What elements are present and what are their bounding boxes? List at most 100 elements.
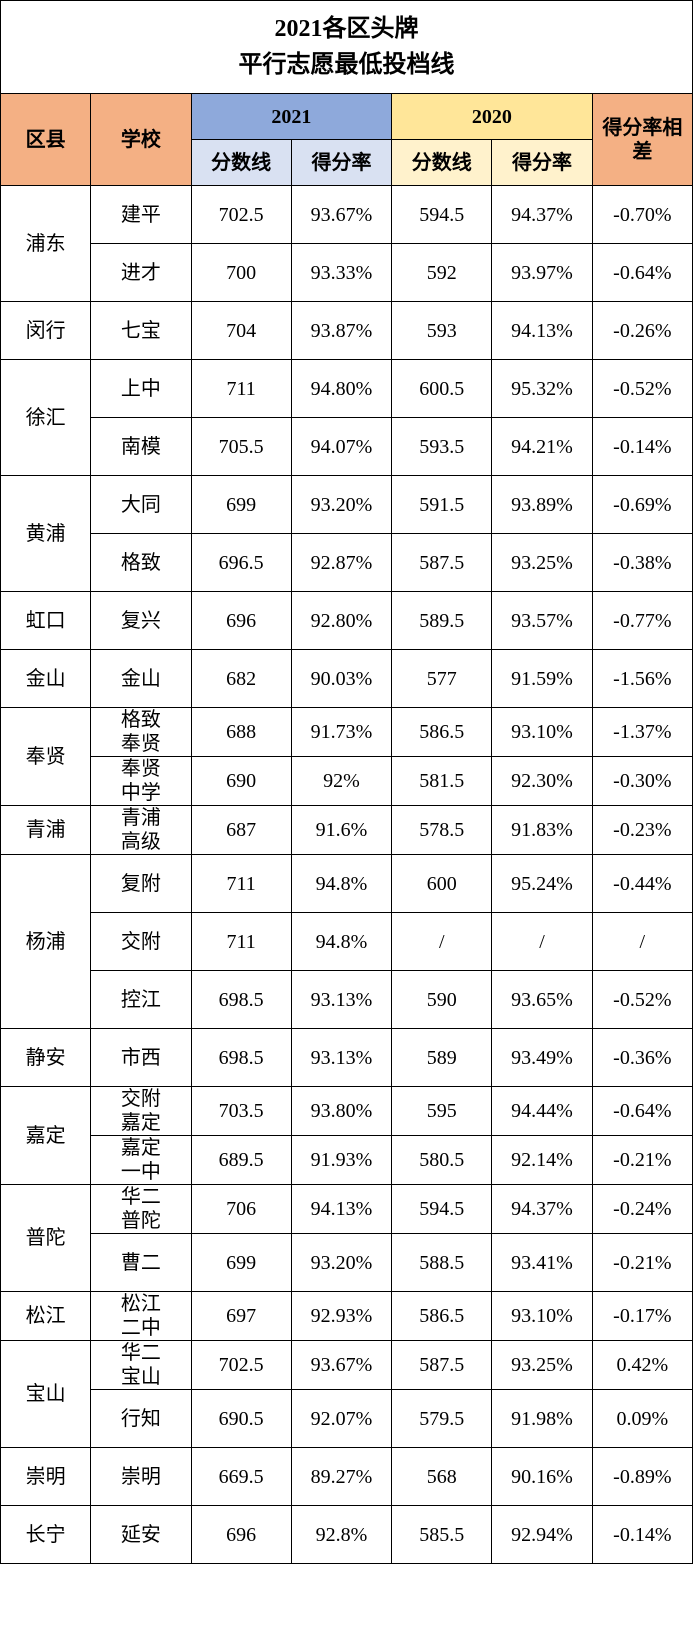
diff-cell: -0.21% [592,1136,692,1185]
school-cell: 上中 [91,360,191,418]
rate-2020-cell: 93.10% [492,1292,592,1341]
rate-2021-cell: 93.20% [291,1234,391,1292]
rate-2021-cell: 91.73% [291,708,391,757]
diff-cell: -0.52% [592,971,692,1029]
school-cell: 南模 [91,418,191,476]
score-2021-cell: 702.5 [191,1341,291,1390]
title-line-2: 平行志愿最低投档线 [239,52,455,78]
score-table: 2021各区头牌 平行志愿最低投档线 区县 学校 2021 2020 得分率相差… [0,0,693,1564]
score-2021-cell: 705.5 [191,418,291,476]
score-2020-cell: 580.5 [392,1136,492,1185]
rate-2020-cell: 95.32% [492,360,592,418]
rate-2021-cell: 89.27% [291,1448,391,1506]
score-2021-cell: 702.5 [191,186,291,244]
diff-cell: -0.14% [592,1506,692,1564]
diff-cell: -0.14% [592,418,692,476]
school-cell: 进才 [91,244,191,302]
score-2021-cell: 711 [191,913,291,971]
table-row: 奉贤格致奉贤68891.73%586.593.10%-1.37% [1,708,693,757]
table-row: 格致696.592.87%587.593.25%-0.38% [1,534,693,592]
diff-cell: -0.36% [592,1029,692,1087]
table-row: 松江松江二中69792.93%586.593.10%-0.17% [1,1292,693,1341]
score-2021-cell: 682 [191,650,291,708]
rate-2020-cell: 95.24% [492,855,592,913]
score-2020-cell: 585.5 [392,1506,492,1564]
score-2020-cell: 587.5 [392,1341,492,1390]
rate-2020-cell: 92.14% [492,1136,592,1185]
score-2020-cell: 600.5 [392,360,492,418]
table-row: 宝山华二宝山702.593.67%587.593.25%0.42% [1,1341,693,1390]
score-2020-cell: 594.5 [392,186,492,244]
rate-2020-cell: 94.37% [492,186,592,244]
school-cell: 崇明 [91,1448,191,1506]
score-2020-cell: 590 [392,971,492,1029]
rate-2020-cell: 93.41% [492,1234,592,1292]
district-cell: 普陀 [1,1185,91,1292]
score-2021-cell: 690 [191,757,291,806]
diff-cell: -0.69% [592,476,692,534]
district-cell: 虹口 [1,592,91,650]
score-2020-cell: 595 [392,1087,492,1136]
score-2020-cell: 587.5 [392,534,492,592]
table-row: 交附71194.8%/// [1,913,693,971]
district-cell: 崇明 [1,1448,91,1506]
rate-2020-cell: 91.98% [492,1390,592,1448]
score-2021-cell: 703.5 [191,1087,291,1136]
table-row: 杨浦复附71194.8%60095.24%-0.44% [1,855,693,913]
district-cell: 杨浦 [1,855,91,1029]
table-row: 金山金山68290.03%57791.59%-1.56% [1,650,693,708]
score-2021-cell: 687 [191,806,291,855]
rate-2021-cell: 92.80% [291,592,391,650]
diff-cell: -1.37% [592,708,692,757]
district-cell: 静安 [1,1029,91,1087]
rate-2020-cell: 93.49% [492,1029,592,1087]
table-title: 2021各区头牌 平行志愿最低投档线 [1,1,693,94]
rate-2021-cell: 94.80% [291,360,391,418]
rate-2021-cell: 94.8% [291,855,391,913]
school-cell: 控江 [91,971,191,1029]
diff-cell: 0.09% [592,1390,692,1448]
score-2020-cell: 589 [392,1029,492,1087]
score-2020-cell: 586.5 [392,1292,492,1341]
rate-2021-cell: 94.07% [291,418,391,476]
title-line-1: 2021各区头牌 [275,16,419,42]
header-diff: 得分率相差 [592,94,692,186]
school-cell: 交附嘉定 [91,1087,191,1136]
rate-2021-cell: 93.67% [291,186,391,244]
table-row: 奉贤中学69092%581.592.30%-0.30% [1,757,693,806]
rate-2021-cell: 92% [291,757,391,806]
diff-cell: -0.17% [592,1292,692,1341]
score-2021-cell: 699 [191,1234,291,1292]
score-2020-cell: 579.5 [392,1390,492,1448]
table-row: 徐汇上中71194.80%600.595.32%-0.52% [1,360,693,418]
district-cell: 黄浦 [1,476,91,592]
diff-cell: -1.56% [592,650,692,708]
rate-2020-cell: 93.25% [492,1341,592,1390]
score-2020-cell: / [392,913,492,971]
table-row: 普陀华二普陀70694.13%594.594.37%-0.24% [1,1185,693,1234]
school-cell: 青浦高级 [91,806,191,855]
table-row: 闵行七宝70493.87%59394.13%-0.26% [1,302,693,360]
school-cell: 松江二中 [91,1292,191,1341]
diff-cell: / [592,913,692,971]
score-2020-cell: 581.5 [392,757,492,806]
school-cell: 行知 [91,1390,191,1448]
diff-cell: -0.52% [592,360,692,418]
rate-2020-cell: / [492,913,592,971]
school-cell: 金山 [91,650,191,708]
score-2021-cell: 669.5 [191,1448,291,1506]
school-cell: 大同 [91,476,191,534]
school-cell: 延安 [91,1506,191,1564]
score-2021-cell: 700 [191,244,291,302]
diff-cell: -0.38% [592,534,692,592]
score-2021-cell: 688 [191,708,291,757]
score-2020-cell: 593.5 [392,418,492,476]
diff-cell: -0.26% [592,302,692,360]
score-2021-cell: 696 [191,592,291,650]
score-2020-cell: 589.5 [392,592,492,650]
header-2020: 2020 [392,94,593,140]
score-2021-cell: 690.5 [191,1390,291,1448]
rate-2021-cell: 93.20% [291,476,391,534]
score-2020-cell: 577 [392,650,492,708]
rate-2021-cell: 92.07% [291,1390,391,1448]
